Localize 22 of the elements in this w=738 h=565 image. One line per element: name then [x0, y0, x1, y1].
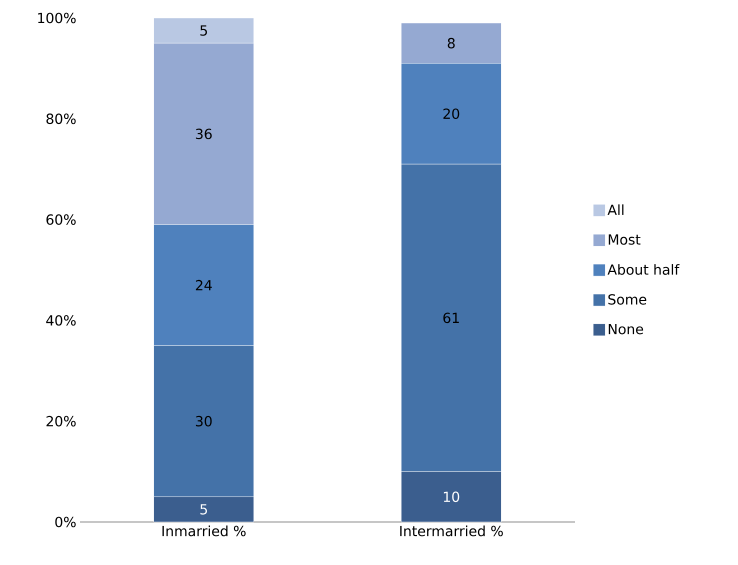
x-tick-label: Intermarried % — [400, 526, 503, 536]
data-label: 5 — [200, 504, 207, 515]
legend-label: Most — [608, 234, 640, 245]
data-label: 24 — [196, 280, 212, 290]
legend-label: Some — [608, 294, 646, 305]
data-label: 30 — [196, 416, 212, 426]
y-tick-label: 80% — [46, 114, 76, 124]
x-tick-label: Inmarried % — [162, 526, 246, 536]
legend-label: None — [608, 324, 644, 334]
legend-label: About half — [608, 264, 680, 275]
data-label: 61 — [443, 312, 459, 324]
data-label: 36 — [196, 128, 212, 140]
y-tick-label: 60% — [46, 214, 76, 225]
y-tick-label: 0% — [55, 516, 76, 528]
data-label: 5 — [200, 25, 207, 36]
y-tick-label: 100% — [38, 12, 76, 24]
legend-label: All — [608, 204, 624, 215]
y-tick-label: 20% — [46, 416, 76, 426]
y-tick-label: 40% — [46, 315, 76, 326]
data-label: 8 — [448, 38, 455, 48]
data-label: 10 — [444, 492, 460, 502]
data-label: 20 — [443, 108, 460, 120]
